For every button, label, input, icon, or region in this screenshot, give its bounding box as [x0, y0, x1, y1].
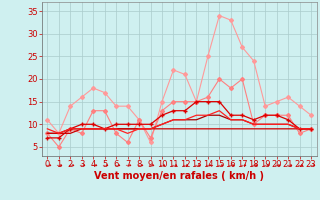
Text: ↗: ↗: [55, 162, 63, 170]
Text: ↗: ↗: [227, 162, 235, 170]
Text: ↗: ↗: [146, 162, 155, 170]
Text: ↗: ↗: [43, 162, 52, 170]
Text: ↗: ↗: [77, 162, 86, 170]
Text: ↗: ↗: [307, 162, 315, 170]
Text: ↗: ↗: [112, 162, 120, 170]
Text: ↗: ↗: [272, 162, 281, 170]
Text: ↗: ↗: [89, 162, 97, 170]
Text: ↗: ↗: [100, 162, 109, 170]
Text: ↗: ↗: [192, 162, 201, 170]
Text: ↗: ↗: [169, 162, 178, 170]
Text: ↗: ↗: [215, 162, 224, 170]
Text: ↗: ↗: [204, 162, 212, 170]
Text: ↗: ↗: [181, 162, 189, 170]
Text: ↗: ↗: [135, 162, 143, 170]
Text: ↗: ↗: [124, 162, 132, 170]
Text: ↗: ↗: [295, 162, 304, 170]
Text: ↗: ↗: [250, 162, 258, 170]
Text: ↗: ↗: [158, 162, 166, 170]
Text: ↗: ↗: [284, 162, 292, 170]
Text: ↗: ↗: [238, 162, 246, 170]
X-axis label: Vent moyen/en rafales ( km/h ): Vent moyen/en rafales ( km/h ): [94, 171, 264, 181]
Text: ↗: ↗: [261, 162, 269, 170]
Text: ↗: ↗: [66, 162, 75, 170]
